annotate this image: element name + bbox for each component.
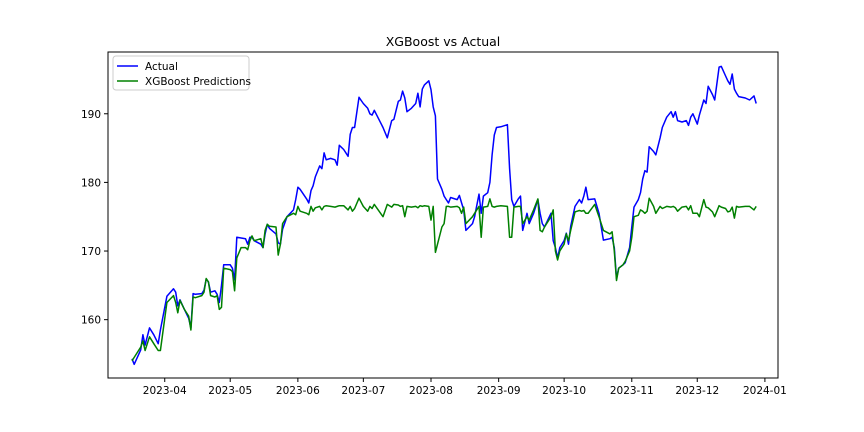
x-tick-label-1: 2023-05 [208,385,252,397]
x-tick-label-2: 2023-06 [276,385,320,397]
y-tick-label-1: 170 [81,246,101,258]
legend-label-0: Actual [145,61,178,73]
y-axis: 160 170 180 190 [81,109,108,327]
x-tick-label-3: 2023-07 [341,385,385,397]
x-tick-label-8: 2023-12 [675,385,719,397]
legend: Actual XGBoost Predictions [112,55,251,91]
x-tick-label-7: 2023-11 [610,385,654,397]
legend-box [112,55,250,91]
plot-area [131,65,757,366]
y-tick-label-2: 180 [81,177,101,189]
chart-title: XGBoost vs Actual [386,34,501,49]
x-tick-label-6: 2023-10 [542,385,586,397]
y-tick-label-3: 190 [81,109,101,121]
x-tick-label-9: 2024-01 [743,385,787,397]
legend-label-1: XGBoost Predictions [145,76,251,88]
series-line-0 [131,65,757,366]
x-axis: 2023-04 2023-05 2023-06 2023-07 2023-08 2023-… [143,378,787,397]
x-tick-label-0: 2023-04 [143,385,187,397]
x-tick-label-4: 2023-08 [409,385,453,397]
series-line-1 [131,197,757,362]
x-tick-label-5: 2023-09 [477,385,521,397]
axes-frame [107,51,779,379]
y-tick-label-0: 160 [81,315,101,327]
